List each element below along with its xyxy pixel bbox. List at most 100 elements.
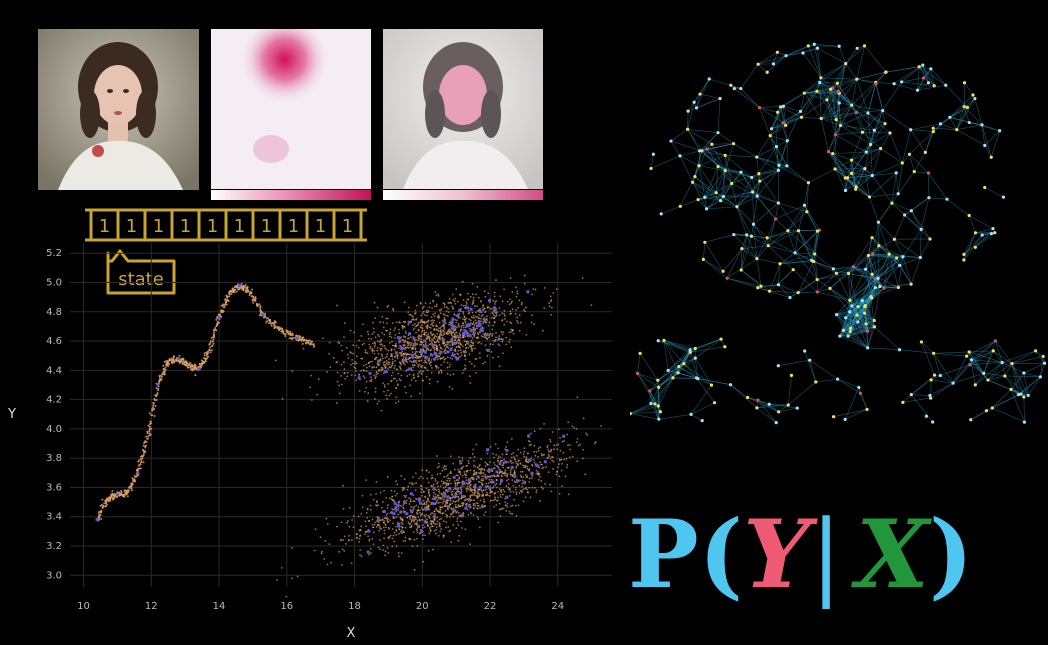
data-point (400, 336, 403, 339)
data-point (468, 498, 470, 500)
data-point (516, 320, 518, 322)
data-point (368, 365, 371, 368)
data-point (502, 464, 505, 466)
data-point (519, 489, 522, 492)
data-point (530, 314, 533, 317)
data-point (524, 474, 527, 476)
chart-grid (70, 243, 612, 587)
network-edge (970, 407, 993, 421)
network-edge (756, 181, 761, 197)
network-edge (832, 87, 857, 113)
data-point (381, 518, 384, 521)
data-point (483, 514, 486, 516)
data-point (366, 330, 369, 333)
network-edge (752, 191, 754, 225)
data-point (323, 558, 326, 560)
highlight-point (412, 359, 416, 363)
network-edge (837, 378, 861, 394)
network-node (948, 115, 952, 119)
data-point (536, 470, 539, 473)
highlight-point (410, 353, 414, 357)
data-point (498, 307, 501, 309)
network-node (694, 106, 699, 110)
data-point (422, 538, 424, 540)
data-point (388, 497, 391, 500)
network-node (796, 229, 801, 233)
network-edge (983, 340, 996, 374)
highlight-point (431, 344, 435, 348)
highlight-point (402, 500, 406, 504)
data-point (152, 401, 155, 404)
network-edge (877, 245, 880, 279)
data-point (448, 530, 451, 533)
data-point (470, 363, 473, 365)
data-point (338, 384, 340, 387)
data-point (371, 523, 374, 526)
data-point (457, 349, 460, 352)
network-edge (830, 89, 852, 106)
highlight-point (459, 491, 463, 495)
data-point (369, 493, 372, 496)
data-point (509, 505, 512, 507)
highlight-point (445, 350, 449, 354)
data-point (234, 286, 237, 289)
data-point (371, 366, 374, 369)
data-point (402, 339, 405, 342)
data-point (420, 528, 422, 531)
data-point (202, 356, 205, 359)
data-point (371, 350, 374, 353)
data-point (470, 319, 472, 322)
data-point (527, 452, 530, 455)
data-point (208, 346, 211, 349)
data-point (432, 483, 435, 486)
data-point (377, 372, 379, 375)
data-point (496, 447, 499, 450)
data-point (205, 351, 208, 354)
data-point (445, 499, 448, 502)
data-point (151, 407, 154, 410)
data-point (415, 304, 418, 307)
data-point (105, 503, 108, 506)
data-point (446, 314, 449, 317)
network-edge (649, 390, 661, 412)
data-point (397, 347, 400, 350)
data-point (522, 309, 525, 311)
data-point (425, 342, 427, 344)
highlight-point (400, 347, 404, 351)
data-point (160, 378, 163, 381)
network-edge (894, 239, 904, 257)
data-point (449, 363, 452, 366)
highlight-point (479, 310, 483, 314)
network-edge (715, 166, 719, 193)
highlight-point (469, 307, 473, 311)
data-point (413, 505, 416, 508)
highlight-point (423, 344, 427, 348)
highlight-point (115, 493, 119, 497)
highlight-point (513, 474, 517, 478)
data-point (501, 493, 504, 496)
data-point (438, 518, 441, 521)
data-point (477, 309, 479, 312)
data-point (436, 516, 439, 519)
data-point (461, 459, 464, 462)
data-point (392, 377, 395, 380)
data-point (535, 491, 538, 494)
network-edge (981, 124, 1000, 132)
network-edge (768, 245, 796, 254)
network-edge (871, 274, 885, 289)
network-node (831, 267, 835, 271)
data-point (482, 362, 484, 365)
network-edge (788, 381, 816, 406)
data-point (400, 529, 403, 532)
network-node (781, 104, 786, 108)
data-point (369, 380, 372, 383)
data-point (394, 334, 397, 336)
network-edge (963, 232, 976, 255)
data-point (395, 368, 398, 371)
data-point (222, 310, 225, 313)
data-point (385, 348, 388, 351)
data-point (103, 502, 106, 505)
data-point (296, 575, 299, 578)
data-point (515, 491, 518, 494)
data-point (482, 322, 485, 325)
